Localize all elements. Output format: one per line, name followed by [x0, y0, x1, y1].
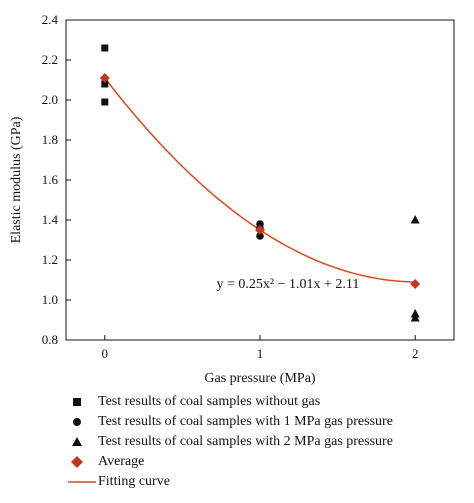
plot-frame	[65, 19, 455, 341]
y-tick-label: 2.2	[42, 52, 58, 67]
legend-entry-1mpa: Test results of coal samples with 1 MPa …	[68, 412, 468, 432]
data-point-average-diamond	[99, 73, 110, 83]
data-point-square	[101, 98, 109, 106]
data-point-square	[101, 80, 109, 88]
data-points-layer	[99, 44, 421, 322]
legend-entry-without-gas: Test results of coal samples without gas	[68, 392, 468, 412]
y-tick-label: 2.0	[42, 92, 58, 107]
data-point-circle	[256, 232, 264, 240]
y-tick-label: 1.8	[42, 132, 58, 147]
scatter-chart: 0.8 1.0 1.2 1.4 1.6 1.8 2.0 2.2 2.4 0 1 2 Gas press…	[9, 12, 455, 386]
y-tick-label: 1.6	[42, 172, 59, 187]
fitting-curve-line	[104, 77, 416, 283]
fitting-curve-layer	[104, 77, 416, 283]
legend-entry-fitting-curve: Fitting curve	[68, 472, 468, 492]
chart-ticks: 0.8 1.0 1.2 1.4 1.6 1.8 2.0 2.2 2.4 0 1 2	[42, 12, 419, 361]
x-tick-label: 1	[257, 346, 264, 361]
line-marker-icon	[68, 472, 98, 492]
chart-legend: Test results of coal samples without gas…	[68, 392, 468, 492]
y-axis-title: Elastic modulus (GPa)	[9, 116, 24, 243]
legend-entry-average: Average	[68, 452, 468, 472]
legend-label: Average	[98, 454, 145, 469]
data-point-triangle	[410, 313, 420, 322]
y-tick-label: 2.4	[42, 12, 59, 27]
data-point-average-diamond	[255, 225, 265, 235]
diamond-marker-icon	[68, 452, 98, 472]
x-tick-label: 2	[412, 346, 419, 361]
square-marker-icon	[68, 392, 98, 412]
legend-entry-2mpa: Test results of coal samples with 2 MPa …	[68, 432, 468, 452]
chart-axes	[65, 19, 455, 341]
legend-label: Test results of coal samples without gas	[98, 394, 321, 409]
fit-equation-annotation: y = 0.25x² − 1.01x + 2.11	[217, 277, 360, 292]
legend-label: Test results of coal samples with 1 MPa …	[98, 414, 393, 429]
triangle-marker-icon	[68, 432, 98, 452]
x-tick-label: 0	[102, 346, 109, 361]
legend-label: Fitting curve	[98, 474, 170, 489]
y-tick-label: 1.2	[42, 252, 58, 267]
data-point-triangle	[410, 215, 420, 224]
data-point-average-diamond	[410, 279, 421, 289]
circle-marker-icon	[68, 412, 98, 432]
legend-label: Test results of coal samples with 2 MPa …	[98, 434, 393, 449]
data-point-square	[101, 44, 109, 52]
y-tick-label: 0.8	[42, 332, 58, 347]
x-axis-title: Gas pressure (MPa)	[204, 371, 316, 386]
y-tick-label: 1.0	[42, 292, 58, 307]
y-tick-label: 1.4	[42, 212, 59, 227]
